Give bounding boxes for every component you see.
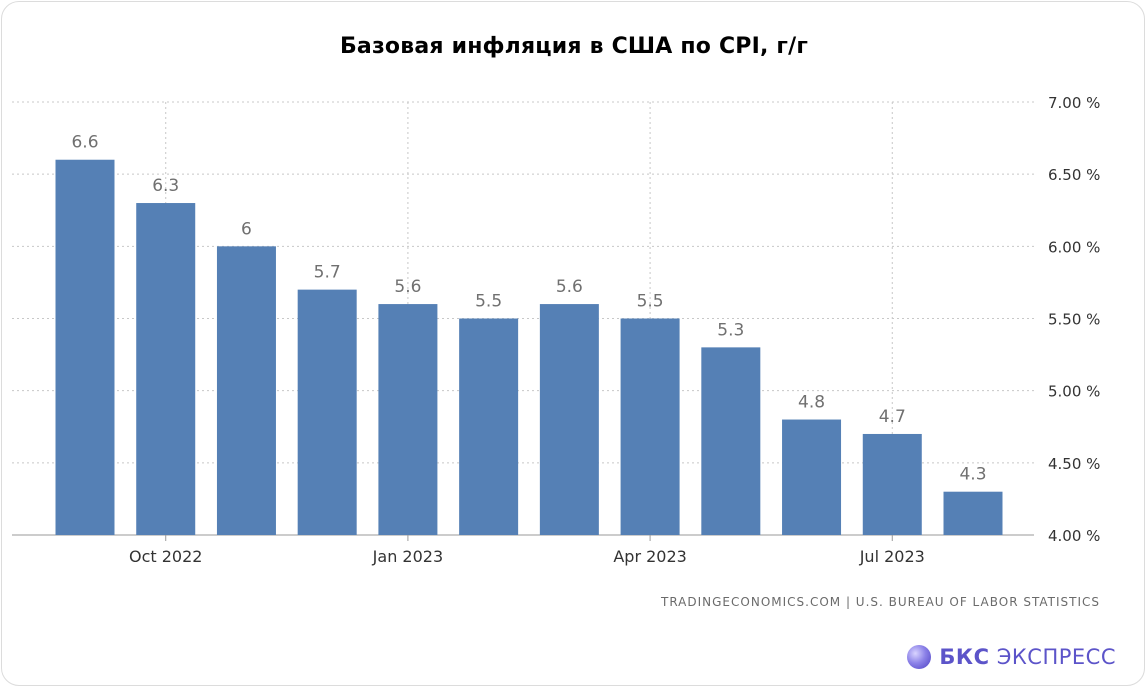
y-tick-label: 6.50 % xyxy=(1048,166,1100,184)
bar xyxy=(55,159,115,535)
data-label: 4.8 xyxy=(798,393,825,413)
y-tick-label: 4.00 % xyxy=(1048,527,1100,545)
brand-name: БКС ЭКСПРЕСС xyxy=(939,645,1116,669)
brand-logo: БКС ЭКСПРЕСС xyxy=(907,645,1116,669)
bar xyxy=(862,433,922,535)
brand-sphere-icon xyxy=(907,645,932,669)
bar xyxy=(136,203,196,536)
data-label: 5.6 xyxy=(556,277,583,297)
y-tick-label: 7.00 % xyxy=(1048,94,1100,112)
data-label: 5.5 xyxy=(637,292,664,312)
data-label: 6 xyxy=(241,219,252,239)
data-label: 5.7 xyxy=(314,263,341,283)
x-tick-label: Apr 2023 xyxy=(613,547,686,566)
bar xyxy=(459,318,519,535)
bar xyxy=(782,419,842,535)
bar xyxy=(943,491,1003,535)
x-tick-label: Oct 2022 xyxy=(129,547,202,566)
data-label: 5.6 xyxy=(394,277,421,297)
y-tick-label: 5.50 % xyxy=(1048,311,1100,329)
y-axis: 7.00 % 6.50 % 6.00 % 5.50 % 5.00 % 4.50 % 4.00… xyxy=(1048,94,1100,545)
data-label: 4.7 xyxy=(879,407,906,427)
y-tick-label: 6.00 % xyxy=(1048,238,1100,256)
data-label: 4.3 xyxy=(959,465,986,485)
x-tick-label: Jul 2023 xyxy=(859,547,925,566)
bar xyxy=(539,304,599,535)
bar xyxy=(620,318,680,535)
y-tick-label: 5.00 % xyxy=(1048,383,1100,401)
bar xyxy=(378,304,438,535)
data-label-layer: 6.6 6.3 6 5.7 5.6 5.5 5.6 5.5 5.3 4.8 4.7 4.3 xyxy=(71,133,986,485)
bar-layer xyxy=(55,159,1003,536)
y-tick-label: 4.50 % xyxy=(1048,455,1100,473)
x-axis: Oct 2022 Jan 2023 Apr 2023 Jul 2023 xyxy=(129,535,925,566)
chart-title: Базовая инфляция в США по CPI, г/г xyxy=(339,34,809,59)
data-label: 6.6 xyxy=(71,133,98,153)
source-note: TRADINGECONOMICS.COM | U.S. BUREAU OF LA… xyxy=(660,595,1100,609)
bar xyxy=(216,246,276,536)
data-label: 5.5 xyxy=(475,292,502,312)
data-label: 6.3 xyxy=(152,176,179,196)
data-label: 5.3 xyxy=(717,320,744,340)
x-tick-label: Jan 2023 xyxy=(372,547,443,566)
bar xyxy=(701,347,761,535)
bar xyxy=(297,289,357,535)
